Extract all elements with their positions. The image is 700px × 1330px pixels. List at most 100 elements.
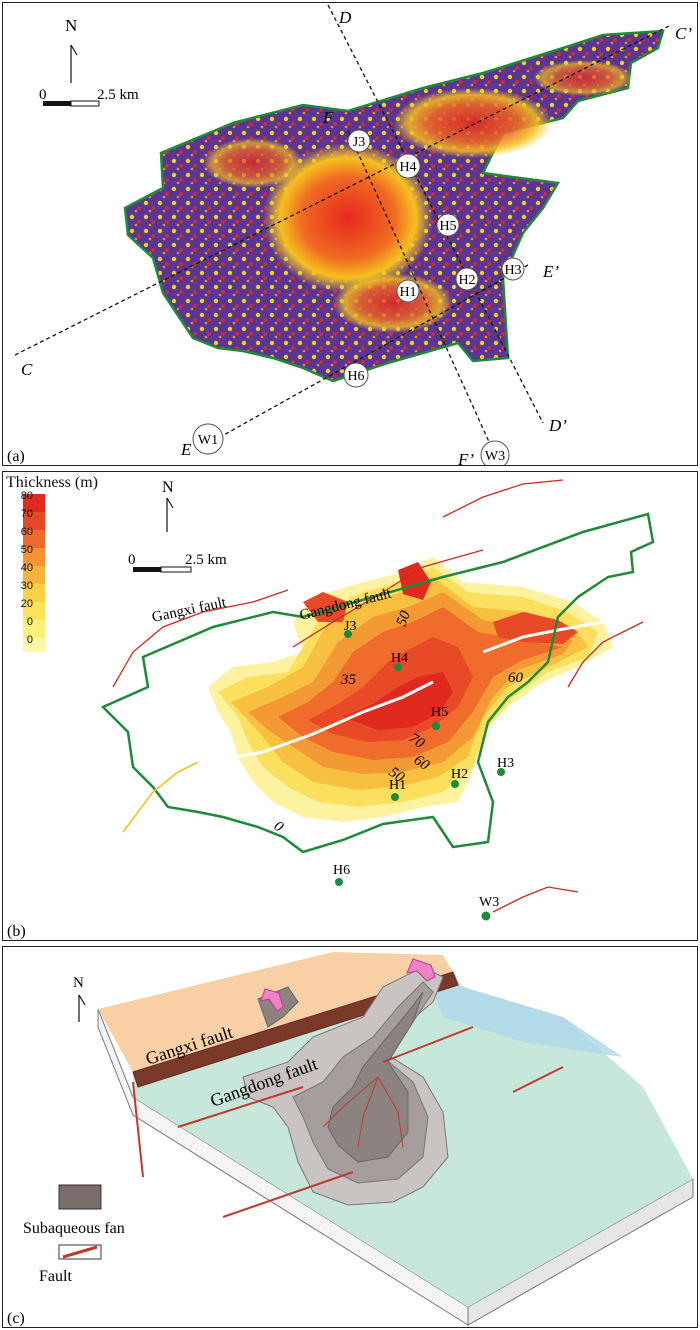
svg-text:H1: H1 [399,285,416,300]
internal-fault-white [207,680,434,764]
svg-text:H5: H5 [431,705,448,720]
section-line-cc [14,24,672,356]
amplitude-high-nw [203,138,303,188]
panel-a-map-svg: N 0 2.5 km C C’ D D’ E E’ F F’ J3 H4 H5 … [7,4,692,466]
section-label-f: F [322,108,334,127]
amplitude-high-se [333,273,453,333]
svg-text:H5: H5 [439,219,456,234]
legend-tick: 50 [20,544,33,556]
well-h3: H3 [497,756,514,776]
panel-b-thickness-map: N 0 2.5 km Gangxi fault Gangdong fault 3… [2,471,698,941]
scale-text: 2.5 km [185,552,227,568]
legend-tick: 30 [20,580,33,592]
well-markers: J3 H4 H5 H2 H3 H1 H6 W3 [333,619,514,921]
legend-fan-label: Subaqueous fan [23,1220,125,1237]
well-w3: W3 [480,440,510,465]
well-h5: H5 [431,705,448,730]
section-label-e: E [180,440,192,459]
panel-c-diagram-svg: N Gangxi fault Gangdong fault Subaqueous… [7,952,694,1327]
well-j3: J3 [344,619,356,638]
section-label-d: D [338,8,352,27]
svg-text:W3: W3 [485,449,505,464]
gangxi-fault-line [112,589,289,688]
well-h2: H2 [455,267,479,291]
amplitude-high-east [533,60,633,96]
well-h1: H1 [396,279,420,303]
well-w1: W1 [192,423,224,455]
sediment-arrows [260,958,436,1012]
north-label: N [162,479,174,496]
well-markers: J3 H4 H5 H2 H3 H1 H6 W1 W3 [192,129,525,465]
well-j3: J3 [347,129,371,153]
scale-zero: 0 [39,87,47,103]
legend-fault-label: Fault [39,1268,72,1285]
survey-outline [100,512,655,854]
svg-text:H2: H2 [458,273,475,288]
legend-title: Thickness (m) [6,474,98,491]
contour-label-35: 35 [340,672,357,688]
scale-zero: 0 [128,552,136,568]
svg-text:W1: W1 [198,433,218,448]
legend-tick: 0 [26,634,33,646]
well-h4: H4 [391,651,408,671]
well-h6: H6 [333,863,350,886]
well-h1: H1 [389,778,406,801]
legend-tick: 60 [20,526,33,538]
well-h2: H2 [451,767,468,788]
svg-text:H3: H3 [497,756,514,771]
section-line-dd [327,4,544,424]
scale-bar-black [43,101,71,106]
legend-tick: 0 [26,616,33,628]
well-w3: W3 [479,895,499,921]
north-label: N [65,16,77,35]
panel-c-label: (c) [7,1310,25,1327]
input-arrow-west [260,988,284,1012]
section-label-c-prime: C’ [675,24,692,43]
legend-tick: 40 [20,562,33,574]
legend-tick: 80 [20,490,33,502]
input-arrow-east [406,958,436,982]
section-line-ff [347,130,496,456]
gangxi-fault-label: Gangxi fault [151,594,229,625]
svg-text:H4: H4 [391,651,408,666]
svg-text:J3: J3 [344,619,356,634]
scale-bar-white [160,566,192,573]
svg-text:H1: H1 [389,778,406,793]
well-h5: H5 [436,213,460,237]
legend-tick: 70 [20,508,33,520]
basin-faults [132,1026,564,1218]
thickness-contours [208,557,613,822]
svg-text:H3: H3 [504,263,521,278]
section-label-f-prime: F’ [457,450,474,466]
section-label-d-prime: D’ [548,416,567,435]
svg-text:H2: H2 [451,767,468,782]
gangdong-fault-line [292,549,484,648]
well-h6: H6 [343,362,369,388]
section-label-c: C [21,360,33,379]
contour-label-50-north: 50 [394,608,414,628]
well-h4: H4 [395,153,421,179]
scale-bar-black [133,567,161,572]
svg-text:H6: H6 [333,863,350,878]
panel-a-label: (a) [7,448,25,465]
subaqueous-fan [242,966,449,1206]
panel-b-label: (b) [7,923,26,940]
panel-c-block-diagram: N Gangxi fault Gangdong fault Subaqueous… [2,946,698,1328]
faults [112,479,644,913]
north-label: N [73,975,84,991]
scale-bar-white [70,100,100,107]
contour-label-60-east: 60 [508,670,524,686]
svg-text:H4: H4 [399,160,416,175]
svg-text:J3: J3 [353,135,365,150]
legend-tick: 20 [20,598,33,610]
panel-b-map-svg: N 0 2.5 km Gangxi fault Gangdong fault 3… [7,479,655,940]
section-lines [14,4,672,456]
scale-text: 2.5 km [97,87,139,103]
svg-text:H6: H6 [347,369,364,384]
thickness-colorbar [23,494,45,652]
section-label-e-prime: E’ [542,262,559,281]
legend-fan-swatch [58,1184,102,1210]
well-h3: H3 [501,257,525,281]
amplitude-high-ne [393,88,553,158]
panel-a-seismic-attribute-map: N 0 2.5 km C C’ D D’ E E’ F F’ J3 H4 H5 … [2,2,698,466]
